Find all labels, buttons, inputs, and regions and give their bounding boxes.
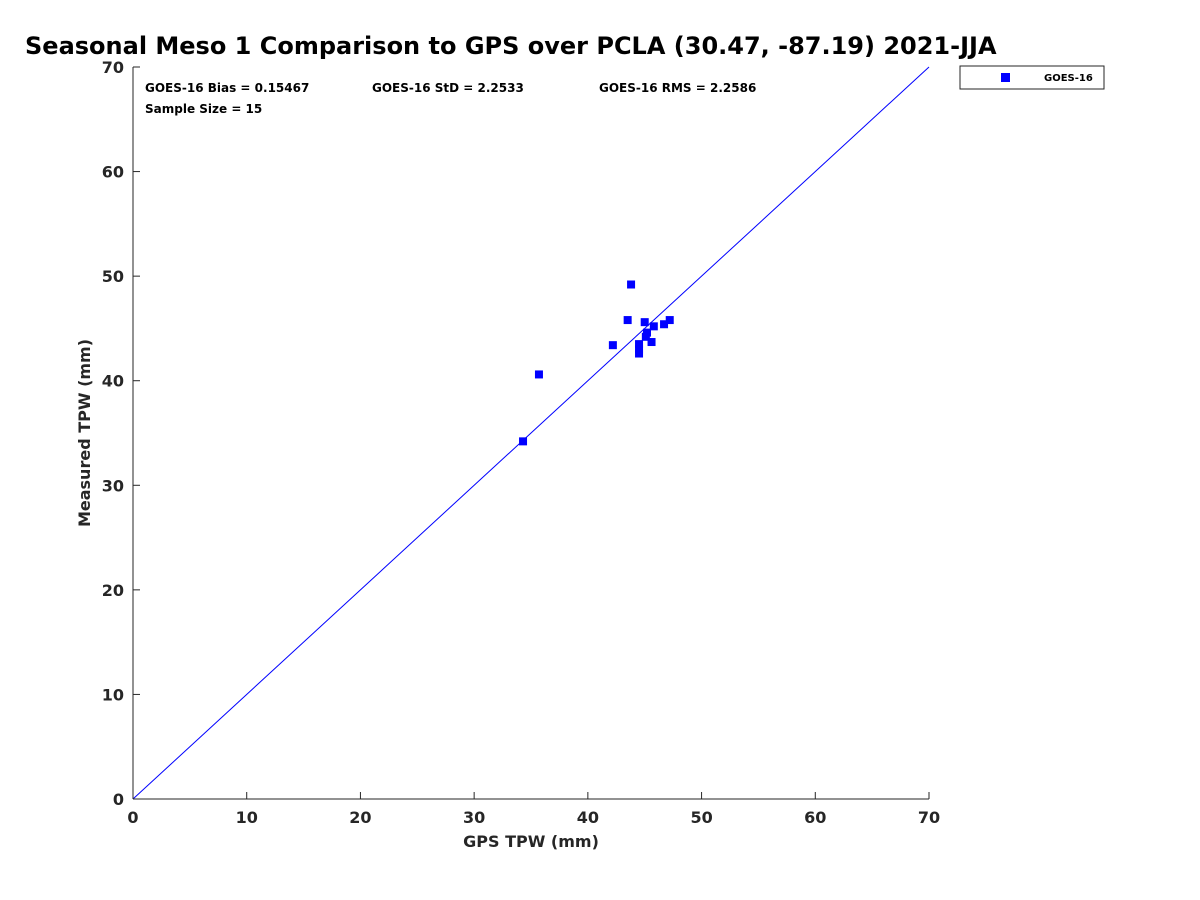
tick-layer: 0 10 20 30 40 50 60 70 0 10 20 30 40 50 60 70 — [102, 58, 940, 827]
data-point — [635, 340, 644, 349]
data-point — [635, 349, 644, 358]
axes-layer — [132, 67, 929, 800]
bias-annotation: GOES-16 Bias = 0.15467 — [145, 81, 309, 95]
std-annotation: GOES-16 StD = 2.2533 — [372, 81, 524, 95]
x-tick-label: 40 — [577, 808, 599, 827]
y-tick-label: 60 — [102, 163, 124, 182]
x-tick-label: 50 — [690, 808, 712, 827]
data-point — [623, 316, 632, 325]
data-point — [608, 341, 617, 350]
data-point — [534, 370, 543, 379]
data-point — [640, 318, 649, 327]
x-tick-label: 0 — [127, 808, 138, 827]
y-tick-label: 30 — [102, 476, 124, 495]
x-tick-label: 60 — [804, 808, 826, 827]
data-point — [627, 280, 636, 289]
data-points-layer — [519, 280, 674, 446]
data-point — [660, 320, 669, 329]
reference-line-layer — [132, 66, 930, 800]
legend-label: GOES-16 — [1044, 73, 1093, 84]
legend-box — [959, 65, 1105, 90]
data-point — [635, 345, 644, 354]
x-tick-label: 70 — [918, 808, 940, 827]
y-tick-label: 40 — [102, 372, 124, 391]
y-axis-label: Measured TPW (mm) — [75, 339, 94, 527]
rms-annotation: GOES-16 RMS = 2.2586 — [599, 81, 756, 95]
data-point — [647, 338, 656, 347]
data-point — [665, 316, 674, 325]
y-tick-label: 70 — [102, 58, 124, 77]
x-tick-label: 20 — [349, 808, 371, 827]
data-point — [642, 328, 651, 337]
y-tick-label: 0 — [113, 790, 124, 809]
x-tick-label: 30 — [463, 808, 485, 827]
y-tick-label: 20 — [102, 581, 124, 600]
y-tick-label: 10 — [102, 685, 124, 704]
x-axis-label: GPS TPW (mm) — [463, 832, 599, 851]
sample-size-annotation: Sample Size = 15 — [145, 102, 262, 116]
data-point — [649, 322, 658, 331]
chart-title: Seasonal Meso 1 Comparison to GPS over P… — [25, 32, 997, 60]
one-to-one-line — [132, 66, 930, 800]
y-tick-label: 50 — [102, 267, 124, 286]
x-tick-label: 10 — [236, 808, 258, 827]
data-point — [519, 437, 528, 446]
data-point — [641, 332, 650, 341]
legend-marker-square — [1001, 73, 1010, 82]
legend: GOES-16 — [959, 65, 1105, 90]
